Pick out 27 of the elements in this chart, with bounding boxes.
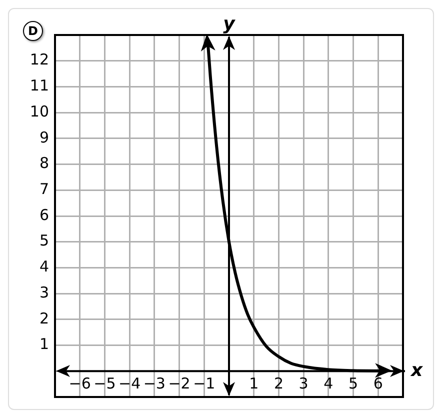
x-tick-label: 1 — [249, 374, 259, 393]
x-tick-label: 4 — [324, 374, 334, 393]
x-tick-label: 2 — [274, 374, 284, 393]
y-tick-label: 9 — [39, 128, 49, 146]
y-tick-label: 12 — [30, 50, 49, 69]
text: D — [23, 21, 43, 41]
x-tick-label: −4 — [118, 374, 141, 393]
x-tick-label: 3 — [298, 374, 308, 393]
x-tick-label: 6 — [373, 374, 383, 393]
y-tick-label: 3 — [39, 283, 49, 302]
y-tick-label: 10 — [30, 102, 49, 120]
y-tick-label: 5 — [39, 232, 49, 250]
x-tick-label: −6 — [68, 374, 91, 393]
y-tick-label: 11 — [30, 76, 49, 95]
x-axis-title: x — [410, 360, 424, 381]
x-tick-label: −1 — [193, 374, 216, 393]
x-tick-label: −3 — [143, 374, 166, 393]
y-tick-label: 7 — [39, 180, 49, 198]
y-axis-title: y — [223, 14, 236, 35]
y-tick-label: 8 — [39, 154, 49, 172]
x-tick-label: 5 — [348, 374, 358, 393]
x-tick-label: −2 — [168, 374, 190, 393]
y-tick-label: 4 — [39, 258, 49, 276]
x-tick-label: −5 — [94, 374, 116, 393]
y-tick-label: 1 — [39, 335, 49, 354]
y-tick-label: 6 — [39, 206, 49, 224]
y-tick-label: 2 — [39, 309, 49, 328]
